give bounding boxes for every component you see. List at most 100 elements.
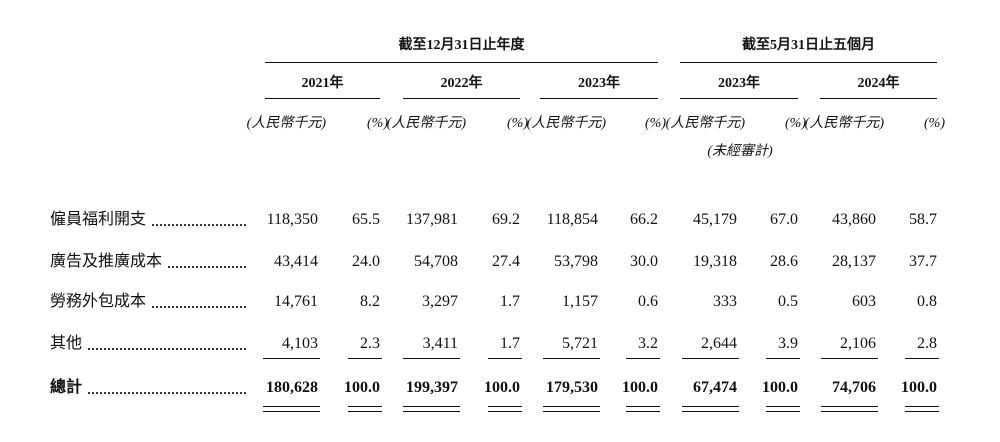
rule [265, 98, 380, 99]
label-text: 勞務外包成本 [50, 293, 147, 310]
label-text: 總計 [50, 379, 83, 396]
cell: 180,628 [266, 379, 318, 396]
cell: 8.2 [360, 293, 380, 310]
unit-label: (人民幣千元) [804, 116, 884, 131]
unit-label: (%) [645, 116, 666, 131]
unit-label: (人民幣千元) [665, 116, 745, 131]
cell: 53,798 [554, 253, 598, 270]
cell: 4,103 [282, 335, 318, 352]
unaudited-note: (未經審計) [707, 144, 773, 159]
cell: 2.3 [360, 335, 380, 352]
cell: 179,530 [546, 379, 598, 396]
rule [682, 406, 739, 407]
rule [540, 98, 658, 99]
cell: 45,179 [693, 211, 737, 228]
rule [348, 358, 382, 359]
rule [488, 411, 522, 412]
group-header: 截至5月31日止五個月 [742, 38, 875, 53]
rule [403, 358, 460, 359]
unit-label: (人民幣千元) [246, 116, 326, 131]
cell: 5,721 [562, 335, 598, 352]
rule [626, 358, 660, 359]
cell: 118,854 [546, 211, 598, 228]
cell: 37.7 [909, 253, 937, 270]
unit-label: (人民幣千元) [386, 116, 466, 131]
rule [766, 358, 800, 359]
rule [682, 358, 739, 359]
rule [905, 358, 939, 359]
rule [766, 411, 800, 412]
leader [152, 306, 246, 308]
row-label: 總計 [50, 378, 246, 398]
rule [626, 406, 660, 407]
cell: 43,414 [274, 253, 318, 270]
rule [543, 411, 600, 412]
cell: 1,157 [562, 293, 598, 310]
year-header: 2024年 [857, 76, 900, 91]
cell: 67.0 [770, 211, 798, 228]
leader [88, 392, 246, 394]
rule [488, 406, 522, 407]
year-header: 2022年 [440, 76, 483, 91]
cell: 1.7 [500, 335, 520, 352]
cell: 100.0 [484, 379, 520, 396]
rule [821, 358, 878, 359]
unit-label: (%) [507, 116, 528, 131]
rule [905, 406, 939, 407]
rule [680, 98, 798, 99]
row-label: 僱員福利開支 [50, 210, 246, 230]
cell: 199,397 [406, 379, 458, 396]
cell: 100.0 [762, 379, 798, 396]
cell: 0.8 [917, 293, 937, 310]
cell: 19,318 [693, 253, 737, 270]
cell: 0.5 [778, 293, 798, 310]
cell: 1.7 [500, 293, 520, 310]
cell: 69.2 [492, 211, 520, 228]
unit-label: (%) [367, 116, 388, 131]
rule [821, 406, 878, 407]
cell: 24.0 [352, 253, 380, 270]
cell: 43,860 [832, 211, 876, 228]
cell: 67,474 [693, 379, 737, 396]
rule [403, 98, 520, 99]
unit-label: (%) [785, 116, 806, 131]
cell: 3.2 [638, 335, 658, 352]
cell: 2,644 [701, 335, 737, 352]
group-header: 截至12月31日止年度 [398, 38, 525, 53]
row-label: 其他 [50, 334, 246, 354]
unit-label: (%) [924, 116, 945, 131]
rule [766, 406, 800, 407]
cell: 100.0 [622, 379, 658, 396]
leader [152, 224, 246, 226]
rule [403, 406, 460, 407]
rule [263, 406, 320, 407]
label-text: 其他 [50, 335, 83, 352]
rule [543, 406, 600, 407]
rule [680, 62, 937, 63]
rule [263, 358, 320, 359]
rule [543, 358, 600, 359]
cell: 66.2 [630, 211, 658, 228]
cell: 30.0 [630, 253, 658, 270]
row-label: 廣告及推廣成本 [50, 252, 246, 272]
cell: 3,297 [422, 293, 458, 310]
cell: 54,708 [414, 253, 458, 270]
cell: 137,981 [406, 211, 458, 228]
rule [821, 411, 878, 412]
cell: 28.6 [770, 253, 798, 270]
rule [820, 98, 937, 99]
cell: 603 [852, 293, 876, 310]
rule [488, 358, 522, 359]
rule [682, 411, 739, 412]
cell: 3,411 [422, 335, 458, 352]
unit-label: (人民幣千元) [526, 116, 606, 131]
rule [265, 62, 658, 63]
year-header: 2023年 [578, 76, 620, 91]
cell: 27.4 [492, 253, 520, 270]
rule [905, 411, 939, 412]
cell: 2.8 [917, 335, 937, 352]
cell: 100.0 [901, 379, 937, 396]
rule [348, 406, 382, 407]
row-label: 勞務外包成本 [50, 292, 246, 312]
